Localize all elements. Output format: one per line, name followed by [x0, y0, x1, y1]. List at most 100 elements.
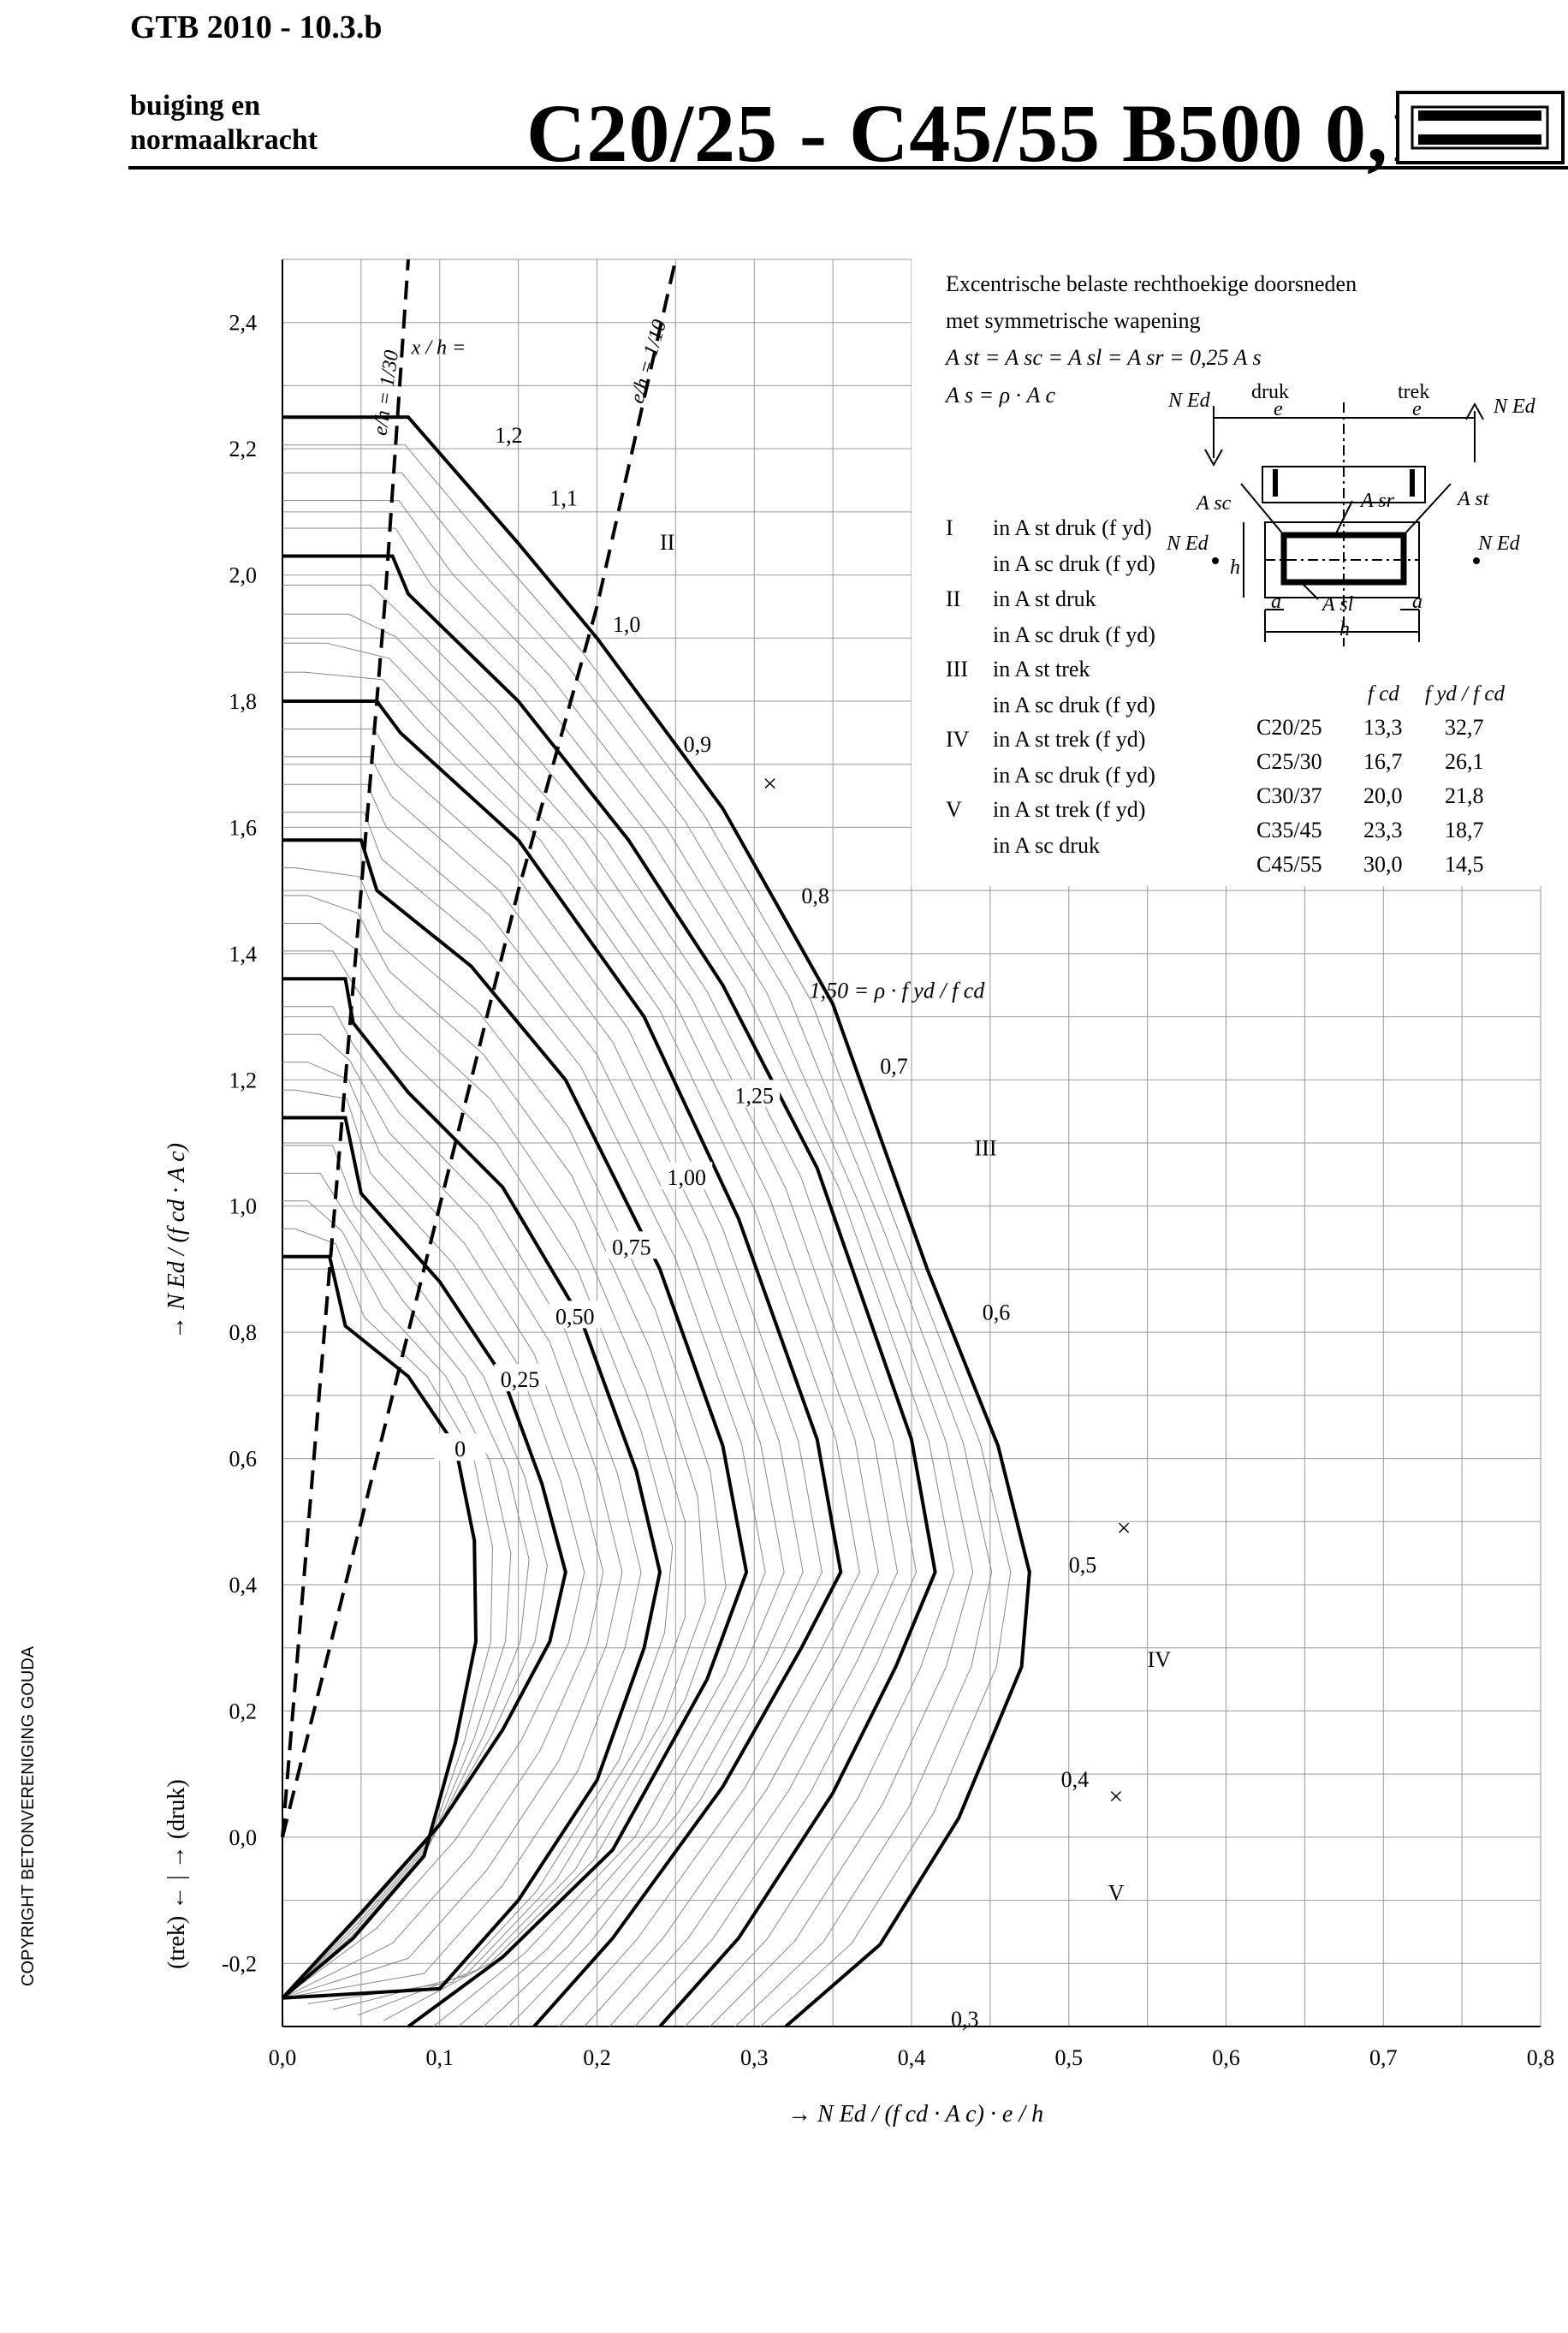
sketch-trek: trek [1398, 381, 1429, 403]
case-2-line-b: in A sc druk (f yd) [993, 622, 1155, 647]
y-tick-label: 0,4 [229, 1573, 258, 1598]
case-5-roman: V [946, 797, 962, 822]
xh-label: 1,2 [495, 423, 523, 448]
sketch-ned-mid-left: N Ed [1166, 533, 1209, 555]
y-tick-label: 0,2 [229, 1699, 258, 1723]
sketch-asc: A sc [1195, 492, 1232, 515]
x-tick-label: 0,6 [1212, 2045, 1240, 2070]
marker-x: × [1117, 1515, 1131, 1543]
y-axis-side-label: (trek) ← | → (druk) [163, 1779, 190, 1969]
y-axis-label: → N Ed / (f cd · A c) [163, 1143, 190, 1340]
case-1-line-b: in A sc druk (f yd) [993, 551, 1155, 576]
sketch-h-vert: h [1230, 556, 1240, 579]
helper-curve [282, 1006, 642, 1999]
table-cell: C35/45 [1256, 818, 1322, 842]
curve-label-bg [494, 1364, 546, 1392]
helper-curve [282, 613, 899, 2027]
helper-curve [282, 923, 686, 2010]
sketch-ned-left: N Ed [1167, 390, 1211, 412]
helper-curve [282, 756, 804, 2027]
curve-label: 1,25 [735, 1083, 775, 1108]
case-3-line-a: in A st trek [993, 657, 1090, 681]
helper-curve [282, 642, 879, 2027]
y-tick-label: 2,2 [229, 437, 258, 461]
helper-curve [282, 812, 766, 2027]
sketch-h: h [1339, 618, 1350, 640]
y-tick-label: 0,6 [229, 1447, 258, 1472]
region-label: V [1108, 1881, 1125, 1906]
table-cell: 14,5 [1445, 852, 1484, 877]
curve-label: 0,25 [501, 1367, 540, 1392]
table-cell: C25/30 [1256, 749, 1322, 774]
case-3-roman: III [946, 657, 968, 681]
xh-label: 1,1 [549, 485, 578, 510]
sketch-ned-mid-right: N Ed [1477, 533, 1521, 555]
case-4-roman: IV [946, 727, 970, 752]
xh-label: 0,3 [951, 2007, 979, 2032]
subtitle-line-1: buiging en [130, 90, 261, 122]
table-cell: 32,7 [1445, 715, 1484, 740]
x-tick-label: 0,7 [1369, 2045, 1398, 2070]
eh-line [281, 259, 678, 1838]
xh-label: 0,5 [1069, 1552, 1097, 1577]
x-tick-label: 0,8 [1527, 2045, 1555, 2070]
region-label: III [975, 1136, 997, 1161]
y-tick-label: 1,4 [229, 942, 258, 967]
helper-curve [282, 1228, 494, 1999]
table-cell: 20,0 [1363, 783, 1403, 808]
helper-curve [282, 895, 706, 2016]
helper-curve [282, 783, 785, 2027]
xh-label: 0,6 [983, 1300, 1011, 1324]
y-tick-label: 1,2 [229, 1068, 258, 1092]
curve-label-bg [605, 1231, 657, 1259]
marker-x: × [1108, 1782, 1123, 1811]
legend-line-4: A s = ρ · A c [944, 383, 1055, 408]
eh-label-1-10: e/h = 1/10 [627, 318, 672, 406]
y-tick-label: 2,4 [229, 311, 258, 336]
curve-label: 0 [454, 1437, 466, 1461]
helper-curve [282, 500, 974, 2027]
y-tick-label: -0,2 [222, 1951, 257, 1976]
y-tick-label: 1,8 [229, 689, 258, 714]
curve-label-bg [549, 1300, 601, 1329]
helper-curve [282, 671, 860, 2027]
curve-label-bg [728, 1080, 781, 1108]
x-tick-label: 0,0 [269, 2045, 297, 2070]
legend-line-3: A st = A sc = A sl = A sr = 0,25 A s [944, 345, 1262, 370]
helper-curve [282, 1062, 604, 1999]
y-tick-label: 1,6 [229, 815, 258, 840]
case-4-line-b: in A sc druk (f yd) [993, 763, 1155, 788]
x-axis-label: → N Ed / (f cd · A c) · e / h [787, 2101, 1043, 2128]
xh-label: 0,7 [880, 1054, 908, 1079]
legend-box: Excentrische belaste rechthoekige doorsn… [912, 257, 1568, 886]
curve-label: 1,00 [667, 1165, 706, 1190]
case-4-line-a: in A st trek (f yd) [993, 727, 1145, 752]
case-5-line-a: in A st trek (f yd) [993, 797, 1145, 822]
sketch-e-right: e [1412, 398, 1422, 420]
curve-label-bg [434, 1433, 486, 1461]
rho-label: 1,50 = ρ · f yd / f cd [810, 978, 986, 1003]
page-title: C20/25 - C45/55 B500 0,15 [526, 87, 1472, 179]
cross-section-icon [1396, 91, 1565, 164]
subtitle-line-2: normaalkracht [130, 124, 318, 156]
sketch-a-right: a [1412, 591, 1422, 613]
curve-rho-1-25 [282, 554, 937, 2028]
curve-label: 0,75 [612, 1235, 651, 1259]
helper-curve [282, 1089, 585, 1999]
curves [281, 259, 1031, 2028]
x-tick-label: 0,2 [583, 2045, 611, 2070]
material-table: C20/25 13,3 32,7 C25/30 16,7 26,1 C30/37… [1256, 715, 1484, 877]
eh-label-1-30: e/h = 1/30 [369, 348, 403, 437]
y-tick-label: 0,0 [229, 1825, 258, 1850]
marker-x: × [763, 770, 777, 798]
xh-label: 0,4 [1061, 1767, 1090, 1792]
helper-curve [282, 1172, 530, 1999]
xh-label: 0,8 [801, 884, 829, 908]
helper-curve [282, 584, 918, 2027]
document-code: GTB 2010 - 10.3.b [130, 9, 383, 45]
table-cell: 16,7 [1363, 749, 1403, 774]
ticks: 0,0 0,1 0,2 0,3 0,4 0,5 0,6 0,7 0,8 -0,2 0,0 0,2 0,4… [222, 311, 1554, 2070]
helper-curve [282, 1033, 623, 1999]
table-cell: 13,3 [1363, 715, 1403, 740]
